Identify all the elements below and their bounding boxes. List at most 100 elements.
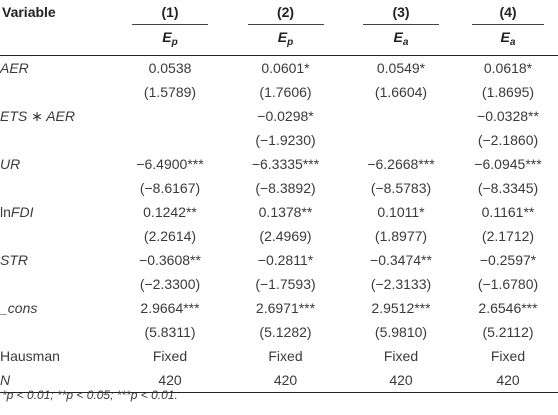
cell-col-1: (5.8311)	[144, 324, 196, 340]
row-label-variable: ETS ∗ AER	[0, 108, 76, 124]
row-label-variable: FDI	[10, 204, 34, 220]
row-label	[0, 320, 113, 344]
cell-col-3: −6.2668***	[367, 156, 435, 172]
row-label-variable: AER	[0, 60, 29, 76]
dep-main: E	[162, 29, 172, 45]
row-label-variable: _cons	[0, 300, 38, 316]
table-row: UR −6.4900*** −6.3335*** −6.2668*** −6.0945*…	[0, 152, 558, 176]
cell-col-2: (−8.3892)	[255, 180, 316, 196]
cell-col-1: 0.0538	[148, 60, 192, 76]
cell-col-4: −6.0945***	[474, 156, 542, 172]
cell-col-1: (1.5789)	[143, 84, 197, 100]
cell-col-3: −0.3474**	[370, 252, 432, 268]
cell-col-1: −6.4900***	[136, 156, 204, 172]
dependent-var-4: Ea	[458, 24, 558, 56]
cell-col-1: (2.2614)	[143, 228, 197, 244]
cell-col-4: (−2.1860)	[477, 132, 539, 148]
dep-main: E	[393, 29, 403, 45]
row-label	[0, 128, 113, 152]
column-header-1: (1)	[161, 4, 179, 20]
cell-col-2: −6.3335***	[251, 156, 320, 172]
dep-sub: a	[402, 37, 409, 48]
table-row: (1.5789) (1.7606) (1.6604) (1.8695)	[0, 80, 558, 104]
cell-col-4: −0.2597*	[479, 252, 537, 268]
cell-col-4: 0.0618*	[483, 60, 533, 76]
cell-col-1: (−8.6167)	[139, 180, 201, 196]
cell-col-4: 420	[458, 368, 558, 393]
cell-col-4: Fixed	[490, 348, 526, 364]
table-row: (−8.6167) (−8.3892) (−8.5783) (−8.3345)	[0, 176, 558, 200]
table-row: (2.2614) (2.4969) (1.8977) (2.1712)	[0, 224, 558, 248]
cell-col-3: (5.9810)	[374, 324, 428, 340]
row-label: lnFDI	[0, 200, 113, 224]
dependent-var-1: Ep	[113, 24, 227, 56]
row-label: AER	[0, 56, 113, 81]
cell-col-3: (1.6604)	[374, 84, 428, 100]
cell-col-4: (5.2112)	[482, 324, 534, 340]
row-label	[0, 224, 113, 248]
cell-col-2: −0.0298*	[257, 108, 314, 124]
header-row-columns: Variable (1) (2) (3) (4)	[0, 0, 558, 24]
table-row: Hausman Fixed Fixed Fixed Fixed	[0, 344, 558, 368]
dependent-var-3: Ea	[344, 24, 458, 56]
row-label: STR	[0, 248, 113, 272]
cell-col-2: (−1.9230)	[255, 132, 316, 148]
cell-col-3: 0.1011*	[377, 204, 425, 220]
table-row: _cons 2.9664*** 2.6971*** 2.9512*** 2.6546**…	[0, 296, 558, 320]
table-row: AER 0.0538 0.0601* 0.0549* 0.0618*	[0, 56, 558, 81]
dep-sub: p	[171, 37, 178, 48]
cell-col-3: (1.8977)	[374, 228, 428, 244]
row-label: UR	[0, 152, 113, 176]
cell-col-1: 2.9664***	[140, 300, 200, 316]
cell-col-1: 420	[113, 368, 227, 393]
column-header-3: (3)	[392, 4, 410, 20]
cell-col-4: −0.0328**	[477, 108, 539, 124]
cell-col-2: (2.4969)	[259, 228, 312, 244]
table-row: lnFDI 0.1242** 0.1378** 0.1011* 0.1161**	[0, 200, 558, 224]
row-label-variable: UR	[0, 156, 21, 172]
cell-col-2: (−1.7593)	[255, 276, 316, 292]
row-label: _cons	[0, 296, 113, 320]
cell-col-2: 420	[227, 368, 344, 393]
cell-col-2: (5.1282)	[259, 324, 312, 340]
row-label: ETS ∗ AER	[0, 104, 113, 128]
row-label: N	[0, 368, 113, 393]
dep-sub: a	[509, 37, 516, 48]
table-row: (−1.9230) (−2.1860)	[0, 128, 558, 152]
row-label	[0, 80, 113, 104]
row-label-prefix: Hausman	[0, 348, 60, 364]
cell-col-3: Fixed	[383, 348, 419, 364]
row-label-variable: STR	[0, 252, 28, 268]
header-row-dependent: Ep Ep Ea Ea	[0, 24, 558, 56]
table-row: (5.8311) (5.1282) (5.9810) (5.2112)	[0, 320, 558, 344]
cell-col-2: −0.2811*	[257, 252, 314, 268]
cell-col-3: (−8.5783)	[370, 180, 432, 196]
cell-col-4: (−8.3345)	[477, 180, 539, 196]
row-label	[0, 272, 113, 296]
cell-col-2: 0.1378**	[258, 204, 313, 220]
cell-col-2: 2.6971***	[255, 300, 316, 316]
dependent-label-blank	[0, 24, 113, 56]
cell-col-1	[113, 128, 227, 152]
cell-col-3: 0.0549*	[376, 60, 426, 76]
cell-col-3: 2.9512***	[371, 300, 431, 316]
footnote: *p < 0.01; **p < 0.05; ***p < 0.01.	[2, 388, 178, 402]
cell-col-4: (−1.6780)	[477, 276, 539, 292]
cell-col-4: 2.6546***	[478, 300, 538, 316]
cell-col-4: (2.1712)	[481, 228, 535, 244]
cell-col-3: (−2.3133)	[370, 276, 432, 292]
dep-sub: p	[287, 37, 294, 48]
dependent-var-2: Ep	[227, 24, 344, 56]
table-row: (−2.3300) (−1.7593) (−2.3133) (−1.6780)	[0, 272, 558, 296]
table-row: ETS ∗ AER −0.0298* −0.0328**	[0, 104, 558, 128]
table-row: STR −0.3608** −0.2811* −0.3474** −0.2597*	[0, 248, 558, 272]
cell-col-1	[113, 104, 227, 128]
cell-col-4: (1.8695)	[481, 84, 535, 100]
table-row: N 420 420 420 420	[0, 368, 558, 393]
cell-col-1: 0.1242**	[143, 204, 197, 220]
row-label: Hausman	[0, 344, 113, 368]
column-header-2: (2)	[276, 4, 295, 20]
row-label-variable: N	[0, 372, 11, 388]
variable-header: Variable	[2, 4, 56, 20]
